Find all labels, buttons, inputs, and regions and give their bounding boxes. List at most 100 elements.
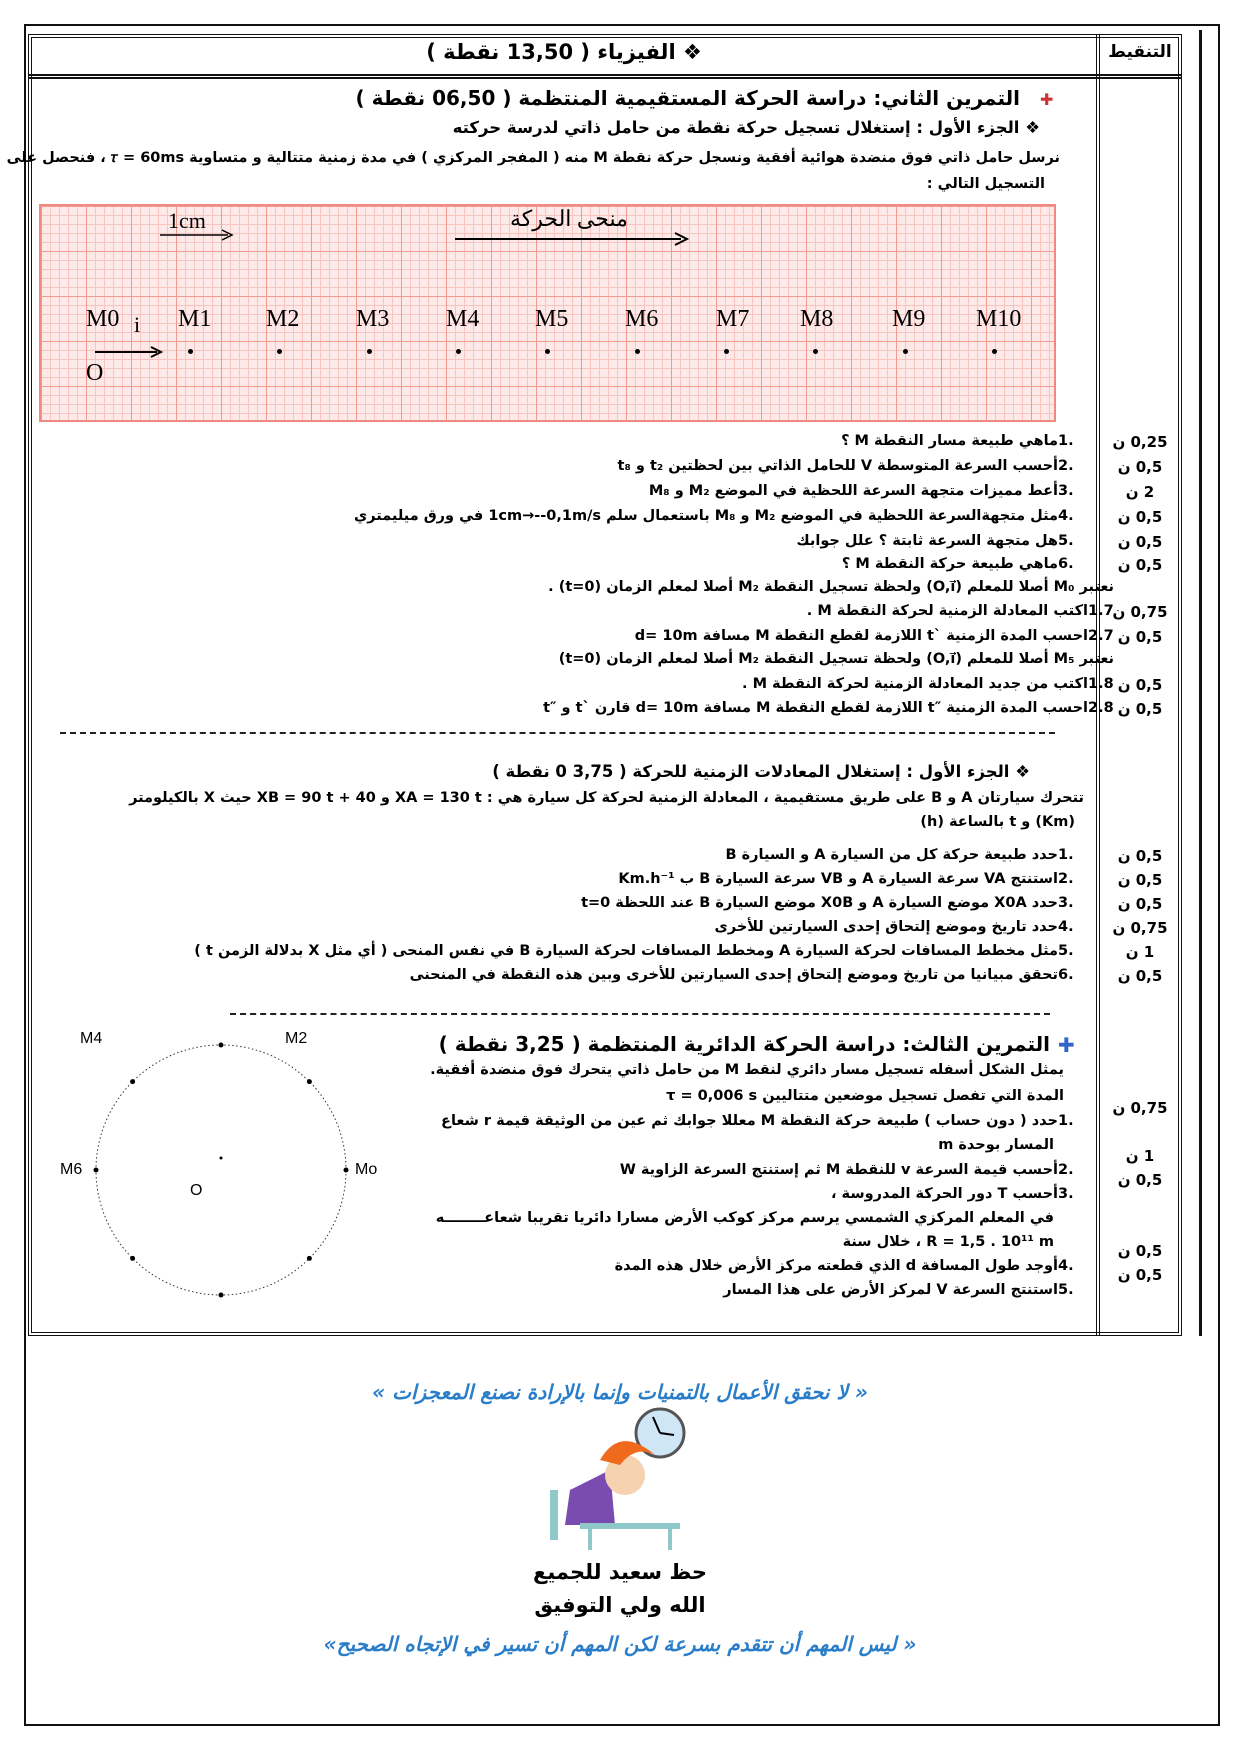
question-line: نعتبر M₀ أصلا للمعلم (O,i⃗) ولحظة تسجيل … (548, 579, 1114, 595)
question-line: 1.حدد ( دون حساب ) طبيعة حركة النقطة M م… (441, 1113, 1084, 1129)
question-number: 6. (1058, 967, 1074, 983)
question-line: 5.استنتج السرعة V لمركز الأرض على هذا ال… (723, 1282, 1084, 1298)
question-line: 1.حدد طبيعة حركة كل من السيارة A و السيا… (726, 847, 1084, 863)
trajectory-arrow-icon (455, 232, 690, 246)
intro-line: نرسل حامل ذاتي فوق منضدة هوائية أفقية ون… (6, 150, 1060, 166)
question-number: 5. (1058, 943, 1074, 959)
recorded-point (456, 349, 461, 354)
question-line: يمثل الشكل أسفله تسجيل مسار دائري لنقط M… (430, 1062, 1064, 1078)
question-number: 1. (1058, 847, 1074, 863)
recorded-point (218, 1042, 224, 1048)
recorded-point (218, 1292, 224, 1298)
exam-table (28, 34, 1182, 1336)
question-score: 0,75 ن (1112, 919, 1168, 937)
recorded-point (277, 349, 282, 354)
question-text: احسب المدة الزمنية `t اللازمة لقطع النقط… (634, 628, 1088, 644)
recorded-point (367, 349, 372, 354)
question-number: 6. (1058, 556, 1074, 572)
question-score: 0,75 ن (1112, 603, 1168, 621)
question-text: تحقق مبيانيا من تاريخ وموضع إلتحاق إحدى … (409, 967, 1058, 983)
exercise3-title: التمرين الثالث: دراسة الحركة الدائرية ال… (438, 1032, 1050, 1056)
recorded-point (306, 1079, 312, 1085)
separator (60, 732, 1055, 734)
question-score: 0,5 ن (1117, 533, 1163, 551)
circle-label-m2: M2 (285, 1030, 307, 1047)
question-line: 4.مثل متجهةالسرعة اللحظية في الموضع M₂ و… (354, 508, 1084, 524)
recorded-point (343, 1167, 349, 1173)
question-score: 0,5 ن (1117, 1242, 1163, 1260)
question-number: 1.8 (1088, 676, 1114, 692)
question-number: 5. (1058, 1282, 1074, 1298)
question-text: ماهي طبيعة حركة النقطة M ؟ (841, 556, 1058, 572)
exercise2-part1-title: ❖ الجزء الأول : إستغلال تسجيل حركة نقطة … (452, 118, 1040, 137)
question-number: 3. (1058, 895, 1074, 911)
intro-line: تتحرك سيارتان A و B على طريق مستقيمية ، … (129, 790, 1084, 806)
outer-divider (1199, 30, 1202, 1336)
question-score: 0,5 ن (1117, 1266, 1163, 1284)
question-score: 0,25 ن (1112, 433, 1168, 451)
separator (230, 1013, 1050, 1015)
intro-line: التسجيل التالي : (926, 176, 1045, 192)
question-line: R = 1,5 . 10¹¹ m ، خلال سنة (843, 1234, 1054, 1250)
bullet-arrow-icon: ✚ (1040, 90, 1054, 109)
circle-label-m6: M6 (60, 1161, 82, 1178)
question-number: 1. (1058, 433, 1074, 449)
recorded-point (992, 349, 997, 354)
recorded-point (306, 1255, 312, 1261)
header-divider (28, 74, 1182, 79)
bullet-arrow-icon: ✚ (1058, 1033, 1075, 1057)
question-number: 4. (1058, 919, 1074, 935)
question-text: أحسب T دور الحركة المدروسة ، (830, 1186, 1058, 1202)
part2-title: ❖ الجزء الأول : إستغلال المعادلات الزمني… (492, 762, 1030, 781)
point-label-m1: M1 (178, 306, 212, 332)
recorded-point (724, 349, 729, 354)
exercise2-title: التمرين الثاني: دراسة الحركة المستقيمية … (355, 86, 1021, 110)
question-number: 2. (1058, 871, 1074, 887)
recorded-point (130, 1079, 136, 1085)
point-label-m8: M8 (800, 306, 834, 332)
question-line: 2.7احسب المدة الزمنية `t اللازمة لقطع ال… (635, 628, 1114, 644)
question-score: 2 ن (1125, 483, 1155, 501)
center-point (219, 1156, 223, 1160)
question-text: يمثل الشكل أسفله تسجيل مسار دائري لنقط M… (430, 1062, 1064, 1078)
question-text: حدد X0A موضع السيارة A و X0B موضع السيار… (581, 895, 1058, 911)
question-score: 0,5 ن (1117, 871, 1163, 889)
question-line: 4.حدد تاريخ وموضع إلتحاق إحدى السيارتين … (715, 919, 1084, 935)
point-label-m0: M0 (86, 306, 120, 332)
point-label-m7: M7 (716, 306, 750, 332)
recorded-point (635, 349, 640, 354)
question-text: حدد طبيعة حركة كل من السيارة A و السيارة… (725, 847, 1058, 863)
question-line: 1.7اكتب المعادلة الزمنية لحركة النقطة M … (807, 603, 1114, 619)
point-label-m4: M4 (446, 306, 480, 332)
circle-label-center: O (190, 1182, 202, 1199)
question-line: 2.8احسب المدة الزمنية ″t اللازمة لقطع ال… (543, 700, 1114, 716)
origin-label: O (86, 360, 104, 386)
recorded-point (545, 349, 550, 354)
circle-label-m4: M4 (80, 1030, 102, 1047)
student-studying-illustration (550, 1407, 686, 1550)
question-score: 1 ن (1125, 1147, 1155, 1165)
question-score: 0,5 ن (1117, 556, 1163, 574)
question-score: 0,5 ن (1117, 1171, 1163, 1189)
question-score: 0,5 ن (1117, 967, 1163, 985)
question-score: 0,5 ن (1117, 847, 1163, 865)
question-line: 2.أحسب السرعة المتوسطة V للحامل الذاتي ب… (618, 458, 1084, 474)
question-line: 6.تحقق مبيانيا من تاريخ وموضع إلتحاق إحد… (410, 967, 1084, 983)
question-number: 1. (1058, 1113, 1074, 1129)
section-title: ❖ الفيزياء ( 13,50 نقطة ) (426, 40, 702, 64)
question-text: أحسب قيمة السرعة v للنقطة M ثم إستنتج ال… (619, 1162, 1058, 1178)
circular-recording-figure: M4 M2 M6 Mo O (60, 1030, 377, 1298)
question-text: أحسب السرعة المتوسطة V للحامل الذاتي بين… (617, 458, 1058, 474)
question-text: ماهي طبيعة مسار النقطة M ؟ (841, 433, 1058, 449)
question-score: 0,5 ن (1117, 700, 1163, 718)
question-text: اكتب المعادلة الزمنية لحركة النقطة M . (806, 603, 1088, 619)
question-text: حدد تاريخ وموضع إلتحاق إحدى السيارتين لل… (714, 919, 1058, 935)
question-line: 4.أوجد طول المسافة d الذي قطعته مركز الأ… (615, 1258, 1084, 1274)
question-line: 1.ماهي طبيعة مسار النقطة M ؟ (841, 433, 1084, 449)
unit-vector-arrow-icon (95, 346, 164, 358)
question-number: 4. (1058, 508, 1074, 524)
question-line: 3.حدد X0A موضع السيارة A و X0B موضع السي… (581, 895, 1084, 911)
circle-label-m0: Mo (355, 1161, 377, 1178)
question-line: المدة التي تفصل تسجيل موضعين متتاليين τ … (666, 1088, 1064, 1104)
question-line: 5.هل متجهة السرعة ثابتة ؟ علل جوابك (796, 533, 1084, 549)
